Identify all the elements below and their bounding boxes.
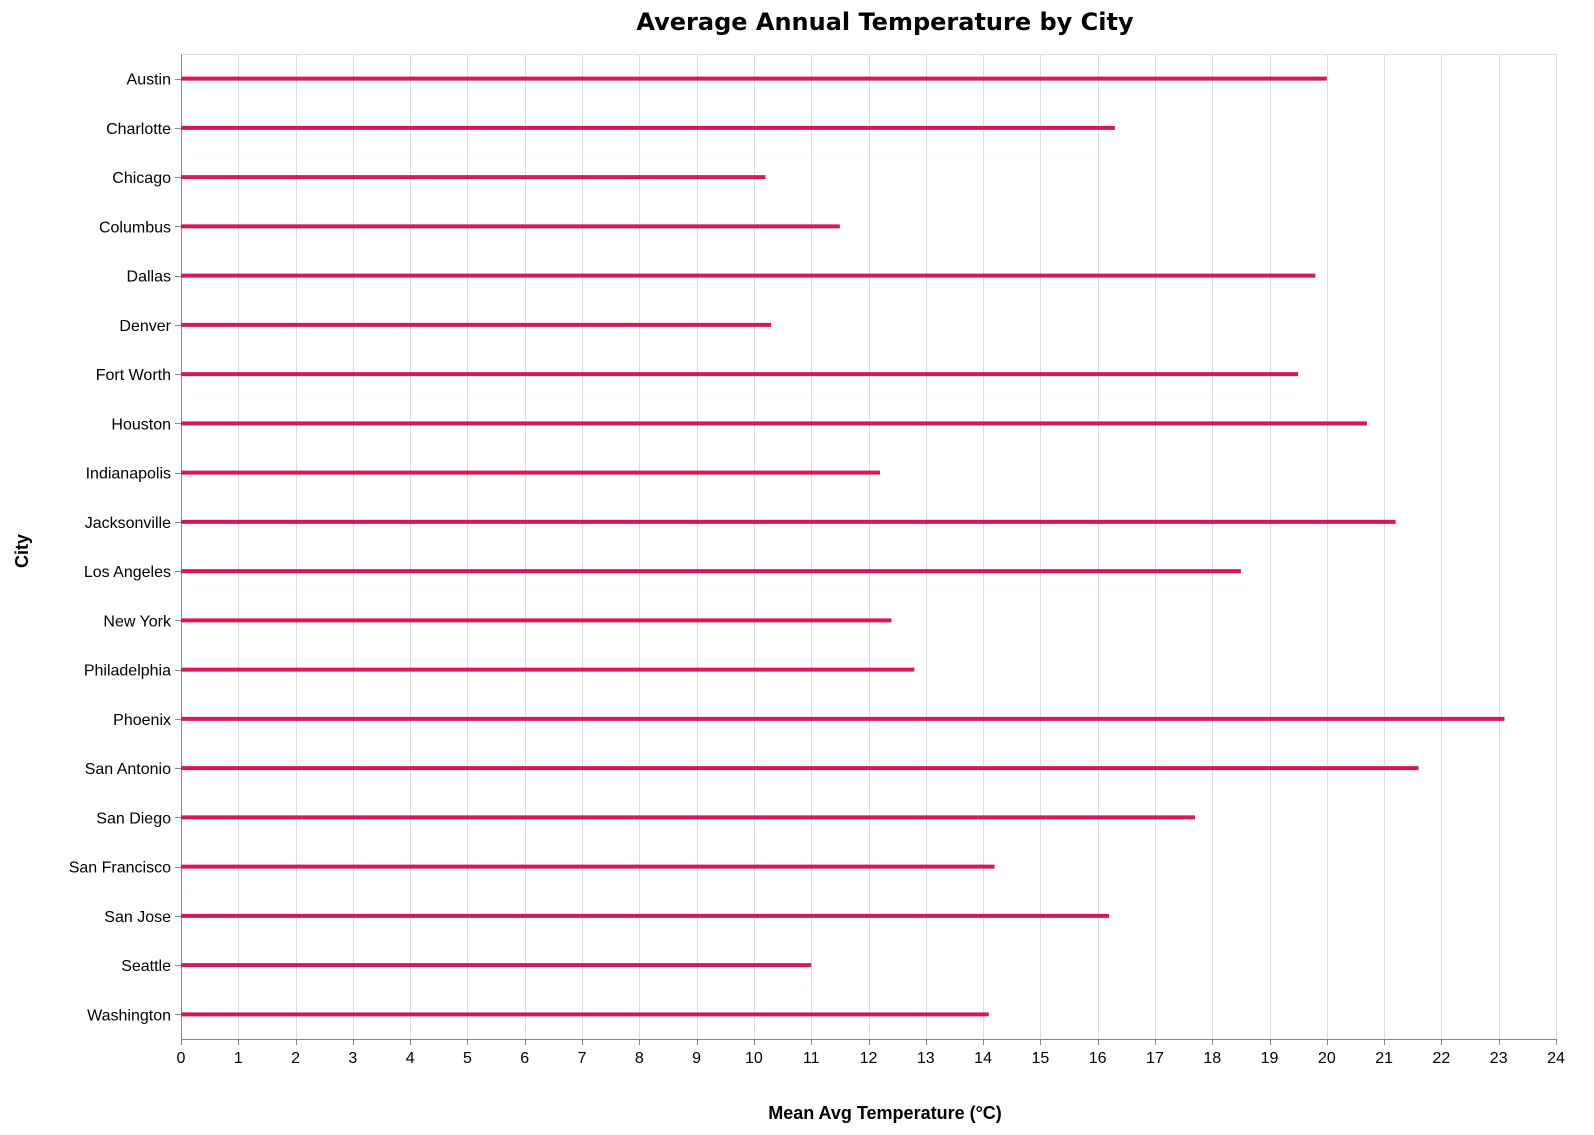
y-tick-label: Philadelphia — [84, 663, 171, 680]
y-tick-label: Chicago — [112, 170, 171, 187]
x-tick-label: 18 — [1203, 1050, 1221, 1067]
y-tick-label: Dallas — [127, 269, 171, 286]
bar-dallas — [181, 273, 1316, 278]
bar-los-angeles — [181, 569, 1241, 574]
x-tick-label: 12 — [860, 1050, 878, 1067]
x-tick-label: 2 — [291, 1050, 300, 1067]
bar-seattle — [181, 963, 812, 968]
x-tick-label: 11 — [803, 1050, 820, 1067]
x-tick-label: 19 — [1261, 1050, 1279, 1067]
axes — [175, 54, 1557, 1045]
bar-chicago — [181, 175, 766, 180]
tick-labels: 0 1 2 3 4 5 6 7 8 9 10 11 12 13 14 15 16 17 18 19 20 21 22 23 24… — [69, 72, 1565, 1067]
y-tick-label: Columbus — [99, 219, 171, 236]
y-tick-label: Washington — [87, 1007, 171, 1024]
x-tick-label: 6 — [520, 1050, 529, 1067]
x-tick-label: 24 — [1547, 1050, 1565, 1067]
x-tick-label: 14 — [974, 1050, 992, 1067]
bar-san-antonio — [181, 766, 1419, 771]
x-tick-label: 15 — [1031, 1050, 1049, 1067]
x-tick-label: 10 — [745, 1050, 763, 1067]
x-tick-label: 0 — [177, 1050, 186, 1067]
bar-indianapolis — [181, 470, 880, 475]
y-tick-label: Houston — [111, 416, 171, 433]
y-tick-label: San Antonio — [85, 761, 171, 778]
y-tick-label: Jacksonville — [85, 515, 171, 532]
y-tick-label: Indianapolis — [86, 466, 171, 483]
x-tick-label: 13 — [917, 1050, 935, 1067]
bar-houston — [181, 421, 1367, 426]
bar-new-york — [181, 618, 892, 623]
bar-fort-worth — [181, 372, 1299, 377]
bar-washington — [181, 1012, 989, 1017]
x-tick-label: 7 — [578, 1050, 587, 1067]
bar-san-diego — [181, 815, 1196, 820]
x-tick-label: 16 — [1089, 1050, 1107, 1067]
y-tick-label: Fort Worth — [96, 367, 171, 384]
y-tick-label: Charlotte — [106, 121, 171, 138]
y-tick-label: Austin — [127, 72, 171, 89]
y-tick-label: Seattle — [121, 958, 171, 975]
bar-san-francisco — [181, 864, 995, 869]
bar-phoenix — [181, 716, 1505, 721]
bar-denver — [181, 322, 772, 327]
y-tick-label: Denver — [119, 318, 171, 335]
bar-columbus — [181, 224, 840, 229]
x-tick-label: 3 — [348, 1050, 357, 1067]
y-tick-label: New York — [103, 613, 172, 630]
x-tick-label: 23 — [1490, 1050, 1508, 1067]
y-tick-label: San Jose — [104, 909, 171, 926]
bars — [181, 76, 1505, 1017]
x-tick-label: 8 — [635, 1050, 644, 1067]
y-axis-title: City — [12, 534, 32, 568]
x-axis-title: Mean Avg Temperature (°C) — [768, 1103, 1002, 1123]
bar-philadelphia — [181, 667, 915, 672]
x-tick-label: 17 — [1146, 1050, 1164, 1067]
bar-jacksonville — [181, 519, 1396, 524]
y-tick-label: Los Angeles — [84, 564, 171, 581]
bar-san-jose — [181, 913, 1110, 918]
x-tick-label: 1 — [234, 1050, 243, 1067]
x-tick-label: 5 — [463, 1050, 472, 1067]
y-tick-label: San Francisco — [69, 860, 171, 877]
chart-title: Average Annual Temperature by City — [636, 8, 1134, 36]
y-tick-label: Phoenix — [113, 712, 171, 729]
x-tick-label: 21 — [1375, 1050, 1393, 1067]
bar-austin — [181, 76, 1327, 81]
x-tick-label: 9 — [692, 1050, 701, 1067]
bar-charlotte — [181, 125, 1115, 130]
x-tick-label: 4 — [406, 1050, 415, 1067]
x-tick-label: 22 — [1433, 1050, 1451, 1067]
x-tick-label: 20 — [1318, 1050, 1336, 1067]
y-tick-label: San Diego — [96, 810, 171, 827]
grid-lines — [181, 54, 1557, 1039]
